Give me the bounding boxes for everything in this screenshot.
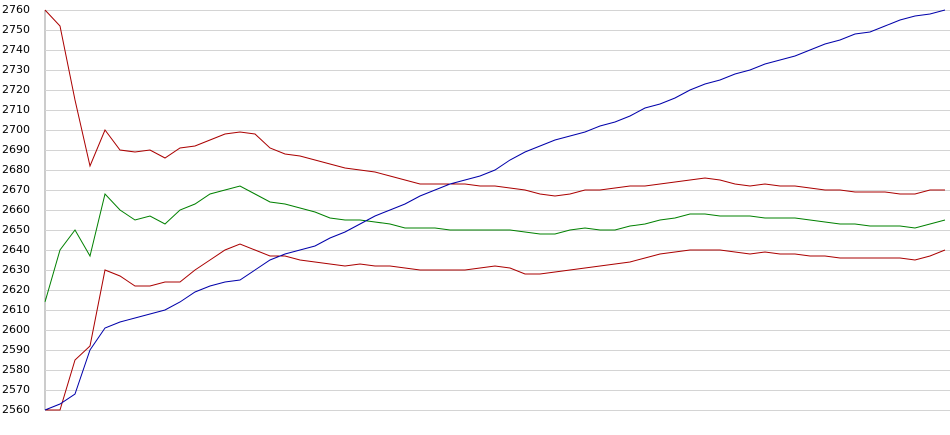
y-tick-label: 2600 (2, 323, 30, 336)
y-tick-label: 2670 (2, 183, 30, 196)
y-tick-label: 2640 (2, 243, 30, 256)
y-tick-label: 2650 (2, 223, 30, 236)
y-tick-label: 2700 (2, 123, 30, 136)
line-series (44, 9, 945, 197)
line-series (44, 9, 946, 411)
y-tick-label: 2760 (2, 3, 30, 16)
y-tick-label: 2680 (2, 163, 30, 176)
line-series (44, 185, 946, 303)
y-tick-label: 2750 (2, 23, 30, 36)
y-tick-label: 2610 (2, 303, 30, 316)
y-tick-label: 2590 (2, 343, 30, 356)
line-series (45, 243, 946, 411)
y-tick-label: 2740 (2, 43, 30, 56)
y-tick-label: 2730 (2, 63, 30, 76)
y-tick-label: 2620 (2, 283, 30, 296)
y-tick-label: 2560 (2, 403, 30, 416)
y-tick-label: 2660 (2, 203, 30, 216)
y-tick-label: 2630 (2, 263, 30, 276)
y-tick-label: 2710 (2, 103, 30, 116)
y-tick-label: 2580 (2, 363, 30, 376)
y-tick-label: 2720 (2, 83, 30, 96)
y-tick-label: 2690 (2, 143, 30, 156)
y-tick-label: 2570 (2, 383, 30, 396)
